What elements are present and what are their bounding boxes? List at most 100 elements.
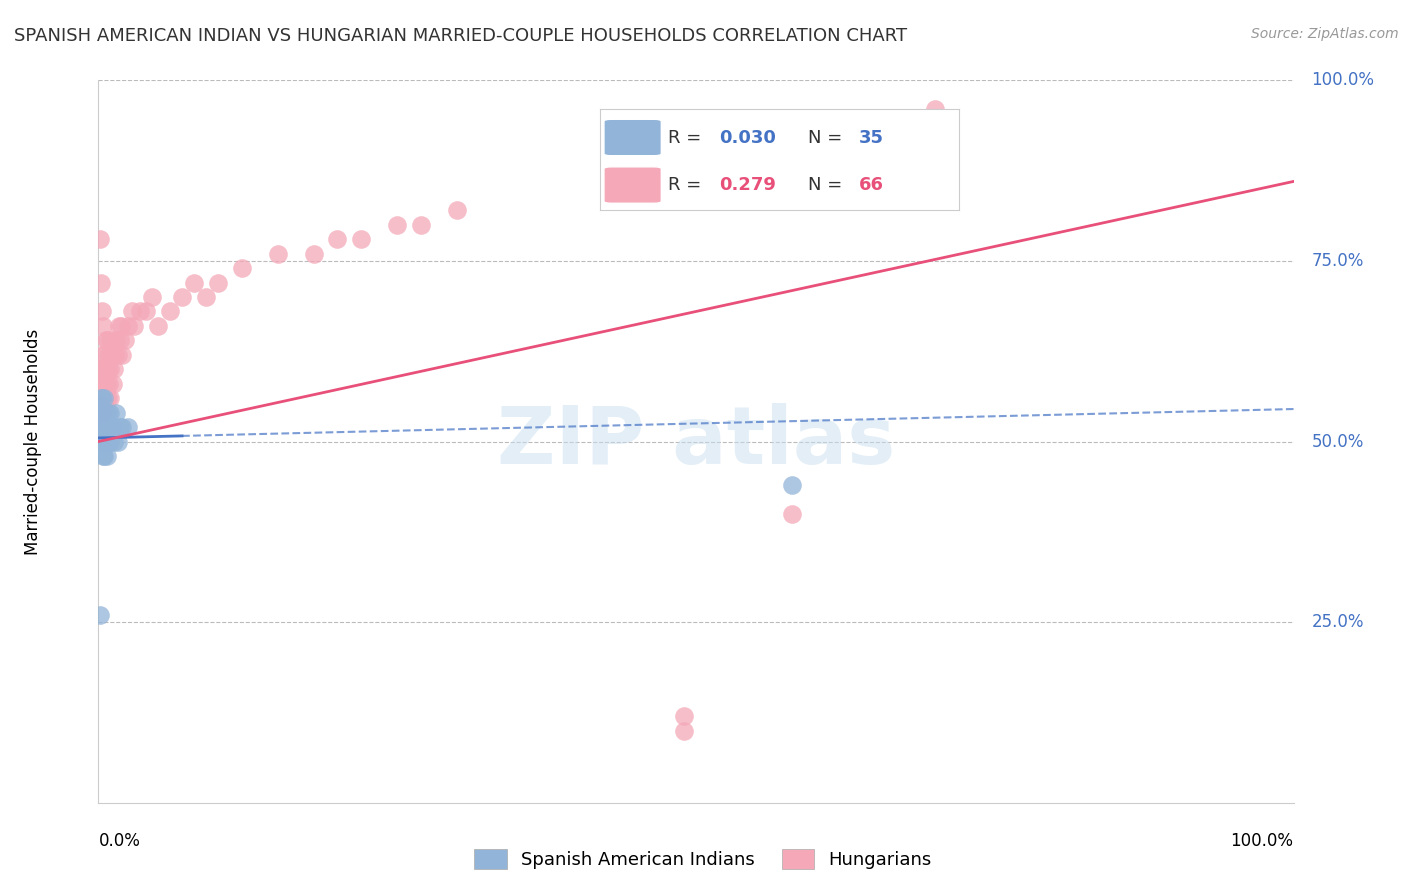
Point [91,376,114,391]
Point [673,723,696,738]
Point [129,304,152,318]
Point [98,391,122,405]
Text: 100.0%: 100.0% [1230,831,1294,850]
Text: 50.0%: 50.0% [1312,433,1364,450]
Point [108,420,131,434]
Point [91,304,114,318]
Point [100,420,122,434]
Point [91,406,114,420]
Point [121,304,143,318]
Point [94,334,117,348]
Point [195,290,218,304]
Point [93,449,115,463]
Point [91,406,114,420]
Point [101,348,124,362]
Point [90,391,112,405]
Point [93,420,115,434]
Point [90,276,112,290]
Point [89,420,111,434]
Point [94,391,117,405]
Point [90,413,112,427]
Point [94,434,117,449]
Point [411,218,433,232]
Point [105,406,128,420]
Point [350,232,373,246]
Point [780,507,803,521]
Point [117,420,139,434]
Point [231,261,253,276]
Point [101,376,124,391]
Point [91,318,114,333]
Point [172,290,194,304]
Point [89,232,111,246]
Point [91,434,114,449]
Point [98,362,122,376]
Point [91,362,114,376]
Point [98,334,122,348]
Point [101,420,124,434]
Point [97,434,120,449]
Point [124,318,146,333]
Point [100,348,122,362]
Point [111,348,134,362]
Point [97,406,120,420]
Point [94,420,117,434]
Point [96,449,118,463]
Point [110,318,132,333]
Point [135,304,157,318]
Point [91,449,114,463]
Point [89,607,111,622]
Point [91,391,114,405]
Text: 75.0%: 75.0% [1312,252,1364,270]
Point [924,102,946,116]
Point [207,276,229,290]
Point [94,362,117,376]
Point [91,348,114,362]
Text: ZIP atlas: ZIP atlas [496,402,896,481]
Text: SPANISH AMERICAN INDIAN VS HUNGARIAN MARRIED-COUPLE HOUSEHOLDS CORRELATION CHART: SPANISH AMERICAN INDIAN VS HUNGARIAN MAR… [14,27,907,45]
Point [326,232,349,246]
Point [267,246,290,260]
Point [148,318,170,333]
Point [89,376,111,391]
Point [90,362,112,376]
Point [107,348,129,362]
Text: 0.0%: 0.0% [98,831,141,850]
Point [107,434,129,449]
Point [159,304,181,318]
Point [111,420,134,434]
Point [141,290,163,304]
Point [93,406,115,420]
Point [673,709,696,723]
Point [385,218,409,232]
Point [97,391,120,405]
Point [98,420,121,434]
Point [93,348,115,362]
Point [183,276,205,290]
Point [91,406,114,420]
Text: 100.0%: 100.0% [1312,71,1375,89]
Point [94,406,117,420]
Point [105,334,128,348]
Point [103,434,125,449]
Point [91,434,114,449]
Point [93,376,115,391]
Point [91,420,114,434]
Legend: Spanish American Indians, Hungarians: Spanish American Indians, Hungarians [465,839,941,879]
Text: Source: ZipAtlas.com: Source: ZipAtlas.com [1251,27,1399,41]
Point [103,362,125,376]
Point [89,398,111,412]
Point [97,362,120,376]
Text: 25.0%: 25.0% [1312,613,1364,632]
Point [90,434,112,449]
Point [98,406,122,420]
Point [107,318,129,333]
Point [89,406,111,420]
Point [302,246,325,260]
Point [108,334,131,348]
Point [98,348,121,362]
Point [96,420,118,434]
Point [96,334,118,348]
Point [114,334,136,348]
Point [98,434,122,449]
